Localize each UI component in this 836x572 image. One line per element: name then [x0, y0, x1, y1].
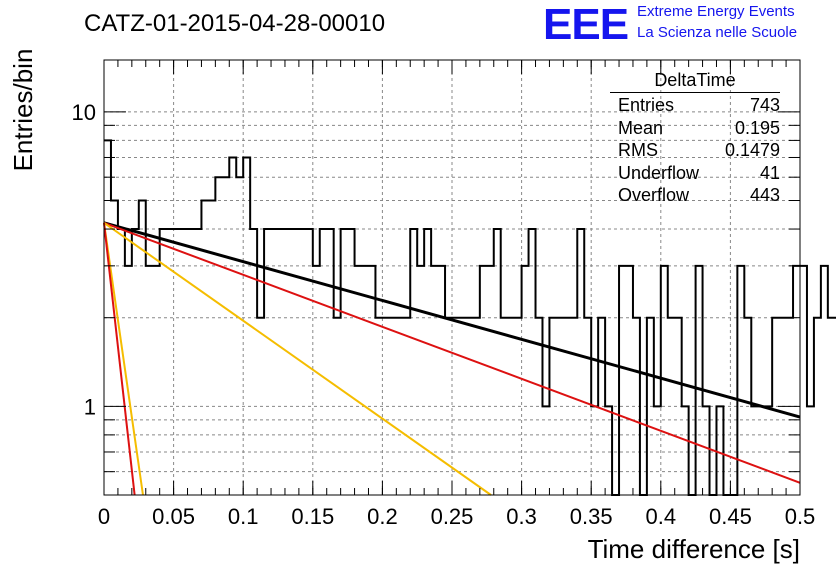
x-tick-label: 0.35	[570, 504, 613, 529]
x-tick-label: 0.25	[431, 504, 474, 529]
x-tick-label: 0	[98, 504, 110, 529]
x-tick-label: 0.45	[709, 504, 752, 529]
stats-row: Entries 743	[610, 94, 780, 117]
eee-logo-line-2: La Scienza nelle Scuole	[637, 24, 798, 41]
x-tick-label: 0.2	[367, 504, 398, 529]
fit-curve	[103, 221, 492, 496]
stats-value: 0.1479	[724, 140, 780, 160]
fit-curve	[103, 221, 801, 419]
stats-row: Mean 0.195	[610, 117, 780, 140]
histogram	[104, 139, 836, 496]
stats-row: Underflow 41	[610, 162, 780, 185]
axis-ticks	[103, 60, 801, 496]
x-tick-label: 0.5	[785, 504, 816, 529]
stats-row: Overflow 443	[610, 184, 780, 207]
fit-curve	[103, 222, 136, 496]
x-tick-label: 0.05	[152, 504, 195, 529]
stats-box: DeltaTime Entries 743 Mean 0.195 RMS 0.1…	[610, 70, 780, 207]
y-axis-label: Entries/bin	[8, 49, 38, 172]
fit-curve	[103, 221, 801, 484]
eee-logo: EEE	[543, 0, 629, 49]
tick-labels: 0 0.05 0.1 0.15 0.2 0.25 0.3 0.35 0.4 0.45 0.5 1 10	[72, 100, 816, 529]
chart-title: CATZ-01-2015-04-28-00010	[84, 10, 386, 37]
x-tick-label: 0.15	[291, 504, 334, 529]
stats-value: 0.195	[734, 117, 780, 138]
stats-value: 743	[749, 95, 780, 115]
y-tick-label: 10	[72, 100, 96, 125]
y-tick-label: 1	[84, 394, 96, 419]
stats-row: RMS 0.1479	[610, 139, 780, 162]
stats-label: RMS	[618, 140, 658, 160]
stats-label: Mean	[618, 117, 664, 138]
histogram-line	[104, 139, 836, 496]
stats-value: 41	[759, 162, 780, 183]
eee-logo-line-1: Extreme Energy Events	[637, 3, 795, 20]
x-tick-label: 0.3	[506, 504, 537, 529]
stats-box-title: DeltaTime	[610, 70, 780, 93]
x-tick-label: 0.4	[646, 504, 677, 529]
stats-label: Overflow	[618, 185, 690, 205]
stats-value: 443	[749, 185, 780, 205]
fit-curve	[103, 222, 144, 496]
stats-label: Underflow	[618, 162, 700, 183]
fit-curves	[103, 221, 801, 496]
x-axis-label: Time difference [s]	[588, 534, 800, 564]
stats-label: Entries	[618, 95, 675, 115]
x-tick-label: 0.1	[228, 504, 259, 529]
